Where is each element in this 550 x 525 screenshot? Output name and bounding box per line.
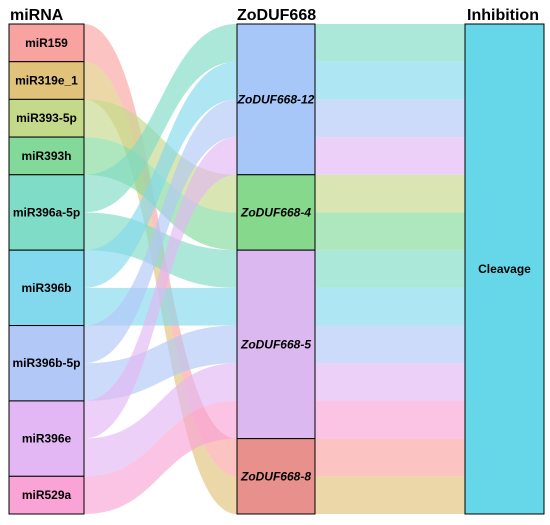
gene-label-zoduf668-5: ZoDUF668-5 xyxy=(240,337,311,351)
flow-zoduf668-5-to-cleavage-band xyxy=(315,250,465,288)
gene-label-zoduf668-8: ZoDUF668-8 xyxy=(240,469,311,483)
nodes-layer: miR159 miR319e_1 miR393-5p miR393h miR396a-5… xyxy=(8,23,545,515)
mirna-node-mir396e xyxy=(8,400,85,477)
mirna-node-mir396a-5p xyxy=(8,174,85,251)
flow-zoduf668-4-to-cleavage-band xyxy=(315,174,465,213)
axis-titles: miRNA ZoDUF668 Inhibition xyxy=(10,7,539,24)
mirna-label-mir396a-5p: miR396a-5p xyxy=(13,205,80,219)
gene-label-zoduf668-4: ZoDUF668-4 xyxy=(240,205,311,219)
mirna-node-mir396b xyxy=(8,249,85,327)
mirna-label-mir393h: miR393h xyxy=(21,149,71,163)
flow-zoduf668-5-to-cleavage-band xyxy=(315,325,465,364)
mirna-node-mir393h xyxy=(8,136,85,176)
flow-mir396b-to-zoduf668-12 xyxy=(84,61,237,288)
gene-node-zoduf668-4 xyxy=(236,174,316,251)
gene-node-zoduf668-12 xyxy=(236,23,316,176)
flow-zoduf668-5-to-cleavage-band xyxy=(315,400,465,439)
mirna-label-mir396e: miR396e xyxy=(22,432,72,446)
flow-zoduf668-12-to-cleavage-band xyxy=(315,137,465,175)
flow-zoduf668-12-to-cleavage-band xyxy=(315,61,465,100)
gene-node-zoduf668-8 xyxy=(236,438,316,515)
mirna-label-mir396b: miR396b xyxy=(21,281,71,295)
gene-node-zoduf668-5 xyxy=(236,249,316,440)
flow-zoduf668-8-to-cleavage-band xyxy=(315,438,465,477)
mirna-label-mir396b-5p: miR396b-5p xyxy=(12,356,80,370)
mirna-label-mir529a: miR529a xyxy=(22,488,72,502)
flow-mir529a-to-zoduf668-5 xyxy=(84,400,237,514)
axis-title-zoduf668: ZoDUF668 xyxy=(237,7,316,24)
mirna-label-mir319e-1: miR319e_1 xyxy=(15,74,78,88)
inhibition-node-cleavage xyxy=(464,23,545,515)
axis-title-mirna: miRNA xyxy=(10,7,64,24)
flow-zoduf668-4-to-cleavage-band xyxy=(315,212,465,251)
inhibition-label-cleavage: Cleavage xyxy=(478,262,531,276)
gene-label-zoduf668-12: ZoDUF668-12 xyxy=(237,92,315,106)
mirna-node-mir393-5p xyxy=(8,98,85,138)
flow-zoduf668-8-to-cleavage-band xyxy=(315,476,465,514)
flow-mir396e-to-zoduf668-5 xyxy=(84,363,237,477)
mirna-label-mir393-5p: miR393-5p xyxy=(16,111,77,125)
mirna-label-mir159: miR159 xyxy=(25,36,68,50)
flow-zoduf668-5-to-cleavage-band xyxy=(315,363,465,401)
flow-zoduf668-5-to-cleavage-band xyxy=(315,287,465,326)
flow-zoduf668-12-to-cleavage-band xyxy=(315,24,465,62)
flow-mir396a-5p-to-zoduf668-12 xyxy=(84,24,237,213)
mirna-node-mir529a xyxy=(8,475,85,515)
flows-gene-to-inhibition xyxy=(315,24,465,514)
flow-mir396b-5p-to-zoduf668-12 xyxy=(84,99,237,364)
flows-mirna-to-gene xyxy=(84,24,237,514)
mirna-node-mir319e-1 xyxy=(8,61,85,100)
axis-title-inhibition: Inhibition xyxy=(467,7,539,24)
mirna-node-mir396b-5p xyxy=(8,325,85,402)
flow-mir396e-to-zoduf668-12 xyxy=(84,137,237,439)
flow-zoduf668-12-to-cleavage-band xyxy=(315,99,465,138)
mirna-node-mir159 xyxy=(8,23,85,63)
